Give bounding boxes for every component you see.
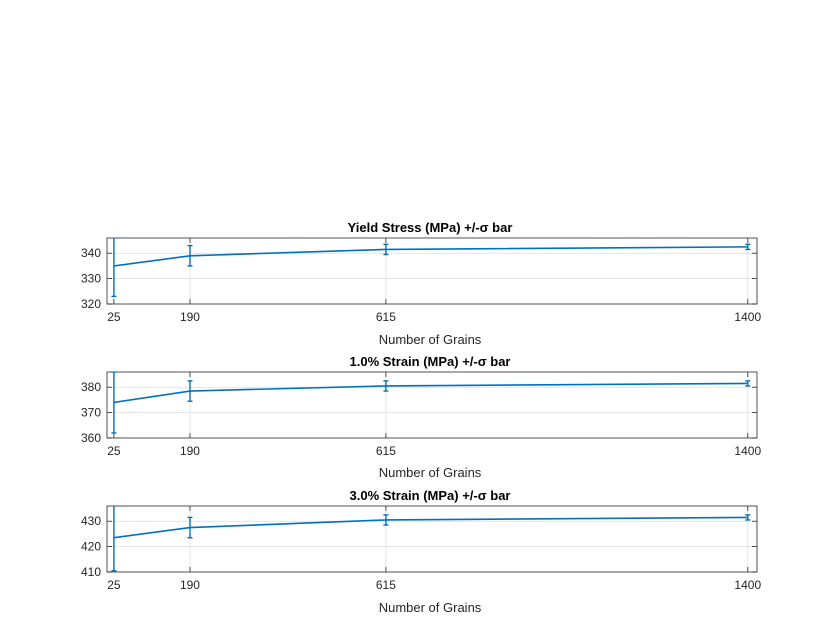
- y-tick-label: 410: [81, 565, 101, 579]
- x-tick-label: 1400: [734, 444, 761, 458]
- y-tick-label: 340: [81, 246, 101, 260]
- error-bar: [111, 506, 117, 572]
- plot-area: [106, 505, 758, 573]
- error-bar: [111, 372, 117, 434]
- error-bar: [745, 380, 751, 387]
- y-tick-label: 330: [81, 272, 101, 286]
- x-tick-label: 1400: [734, 310, 761, 324]
- x-tick-label: 190: [180, 578, 200, 592]
- x-tick-label: 190: [180, 310, 200, 324]
- error-bar: [383, 380, 389, 392]
- x-tick-label: 1400: [734, 578, 761, 592]
- series-line: [113, 246, 748, 267]
- x-axis-label: Number of Grains: [379, 465, 482, 480]
- x-tick-label: 615: [376, 444, 396, 458]
- x-tick-label: 25: [107, 444, 121, 458]
- y-tick-label: 320: [81, 297, 101, 311]
- x-tick-label: 190: [180, 444, 200, 458]
- series-line: [113, 382, 748, 404]
- x-axis-label: Number of Grains: [379, 600, 482, 615]
- x-tick-label: 25: [107, 310, 121, 324]
- error-bar: [383, 243, 389, 256]
- y-tick-label: 360: [81, 431, 101, 445]
- subplot-strain-1-0: 1.0% Strain (MPa) +/-σ bar 360 370 380 25 19…: [81, 354, 761, 480]
- chart-marks: 410 420 430 25 190 615 1400: [81, 506, 761, 592]
- error-bar: [745, 243, 751, 251]
- chart-marks: 360 370 380 25 190 615 1400: [81, 372, 761, 458]
- error-bar: [187, 380, 193, 402]
- subplot-strain-3-0: 3.0% Strain (MPa) +/-σ bar 410 420 430 25 19…: [81, 488, 761, 615]
- chart-title: Yield Stress (MPa) +/-σ bar: [348, 220, 513, 235]
- y-tick-label: 380: [81, 380, 101, 394]
- chart-title: 1.0% Strain (MPa) +/-σ bar: [350, 354, 511, 369]
- error-bar: [383, 514, 389, 526]
- y-tick-label: 430: [81, 514, 101, 528]
- chart-title: 3.0% Strain (MPa) +/-σ bar: [350, 488, 511, 503]
- error-bar: [111, 238, 117, 298]
- x-tick-label: 615: [376, 310, 396, 324]
- y-tick-label: 370: [81, 406, 101, 420]
- x-tick-label: 615: [376, 578, 396, 592]
- y-tick-label: 420: [81, 540, 101, 554]
- plot-area: [106, 371, 758, 439]
- x-axis-label: Number of Grains: [379, 332, 482, 347]
- x-tick-label: 25: [107, 578, 121, 592]
- error-bar: [745, 514, 751, 521]
- chart-marks: 320 330 340 25 190 615 1400: [81, 238, 761, 324]
- series-line: [113, 516, 748, 539]
- error-bar: [187, 516, 193, 539]
- subplot-yield-stress: Yield Stress (MPa) +/-σ bar 320 330 340 25 1…: [81, 220, 761, 347]
- error-bar: [187, 244, 193, 267]
